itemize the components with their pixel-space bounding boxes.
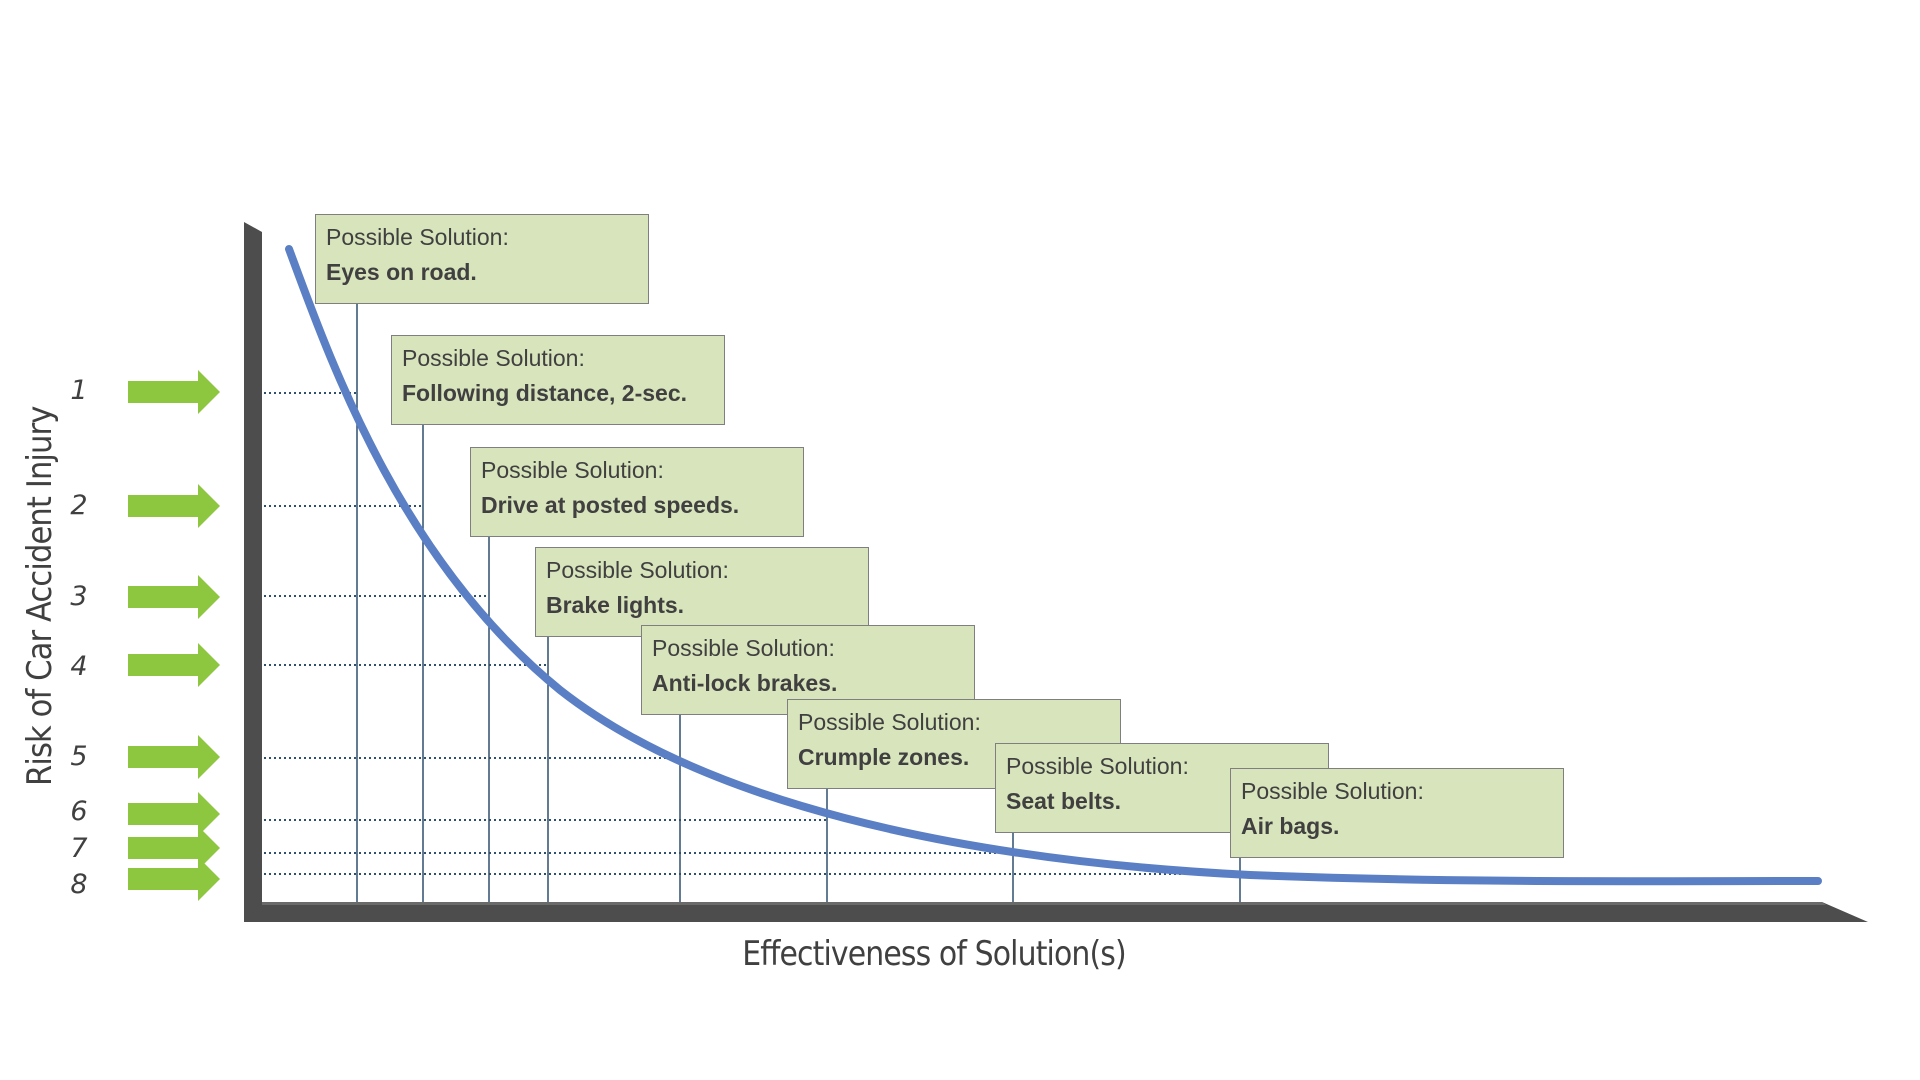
solution-title: Possible Solution: xyxy=(1006,753,1189,779)
x-axis-title: Effectiveness of Solution(s) xyxy=(742,934,1126,974)
solution-box-3: Possible Solution: Drive at posted speed… xyxy=(470,447,804,537)
arrow-icon xyxy=(128,575,220,619)
arrow-icon xyxy=(128,735,220,779)
level-arrows xyxy=(128,370,220,901)
solution-text: Air bags. xyxy=(1241,813,1340,839)
solution-title: Possible Solution: xyxy=(1241,778,1424,804)
level-label-4: 4 xyxy=(70,651,88,682)
axis-floor-highlight xyxy=(262,902,1826,905)
level-label-1: 1 xyxy=(70,375,88,406)
solution-title: Possible Solution: xyxy=(546,557,729,583)
horizontal-guides xyxy=(264,392,1240,875)
arrow-icon xyxy=(128,826,220,870)
solution-text: Brake lights. xyxy=(546,592,685,618)
arrow-icon xyxy=(128,857,220,901)
x-axis-bar xyxy=(244,902,1868,922)
solution-box-4: Possible Solution: Brake lights. xyxy=(535,547,869,637)
level-label-5: 5 xyxy=(70,741,88,772)
solution-title: Possible Solution: xyxy=(481,457,664,483)
level-label-8: 8 xyxy=(70,869,88,900)
arrow-icon xyxy=(128,792,220,836)
solution-box-1: Possible Solution: Eyes on road. xyxy=(315,214,649,304)
solution-box-8: Possible Solution: Air bags. xyxy=(1230,768,1564,858)
solution-title: Possible Solution: xyxy=(326,224,509,250)
level-label-3: 3 xyxy=(70,581,88,612)
y-axis-title: Risk of Car Accident Injury xyxy=(20,406,60,786)
level-label-2: 2 xyxy=(70,490,88,521)
solution-title: Possible Solution: xyxy=(798,709,981,735)
solution-text: Eyes on road. xyxy=(326,259,477,285)
arrow-icon xyxy=(128,370,220,414)
level-label-6: 6 xyxy=(70,796,88,827)
y-axis-bar xyxy=(244,222,262,922)
arrow-icon xyxy=(128,484,220,528)
solution-box-2: Possible Solution: Following distance, 2… xyxy=(391,335,725,425)
arrow-icon xyxy=(128,643,220,687)
solution-text: Anti-lock brakes. xyxy=(652,670,838,696)
solution-text: Drive at posted speeds. xyxy=(481,492,740,518)
solution-title: Possible Solution: xyxy=(652,635,835,661)
solution-text: Following distance, 2-sec. xyxy=(402,380,688,406)
solution-text: Seat belts. xyxy=(1006,788,1122,814)
risk-curve xyxy=(285,245,1822,886)
solution-text: Crumple zones. xyxy=(798,744,970,770)
solution-title: Possible Solution: xyxy=(402,345,585,371)
vertical-guides xyxy=(356,302,1241,902)
level-label-7: 7 xyxy=(70,833,88,864)
